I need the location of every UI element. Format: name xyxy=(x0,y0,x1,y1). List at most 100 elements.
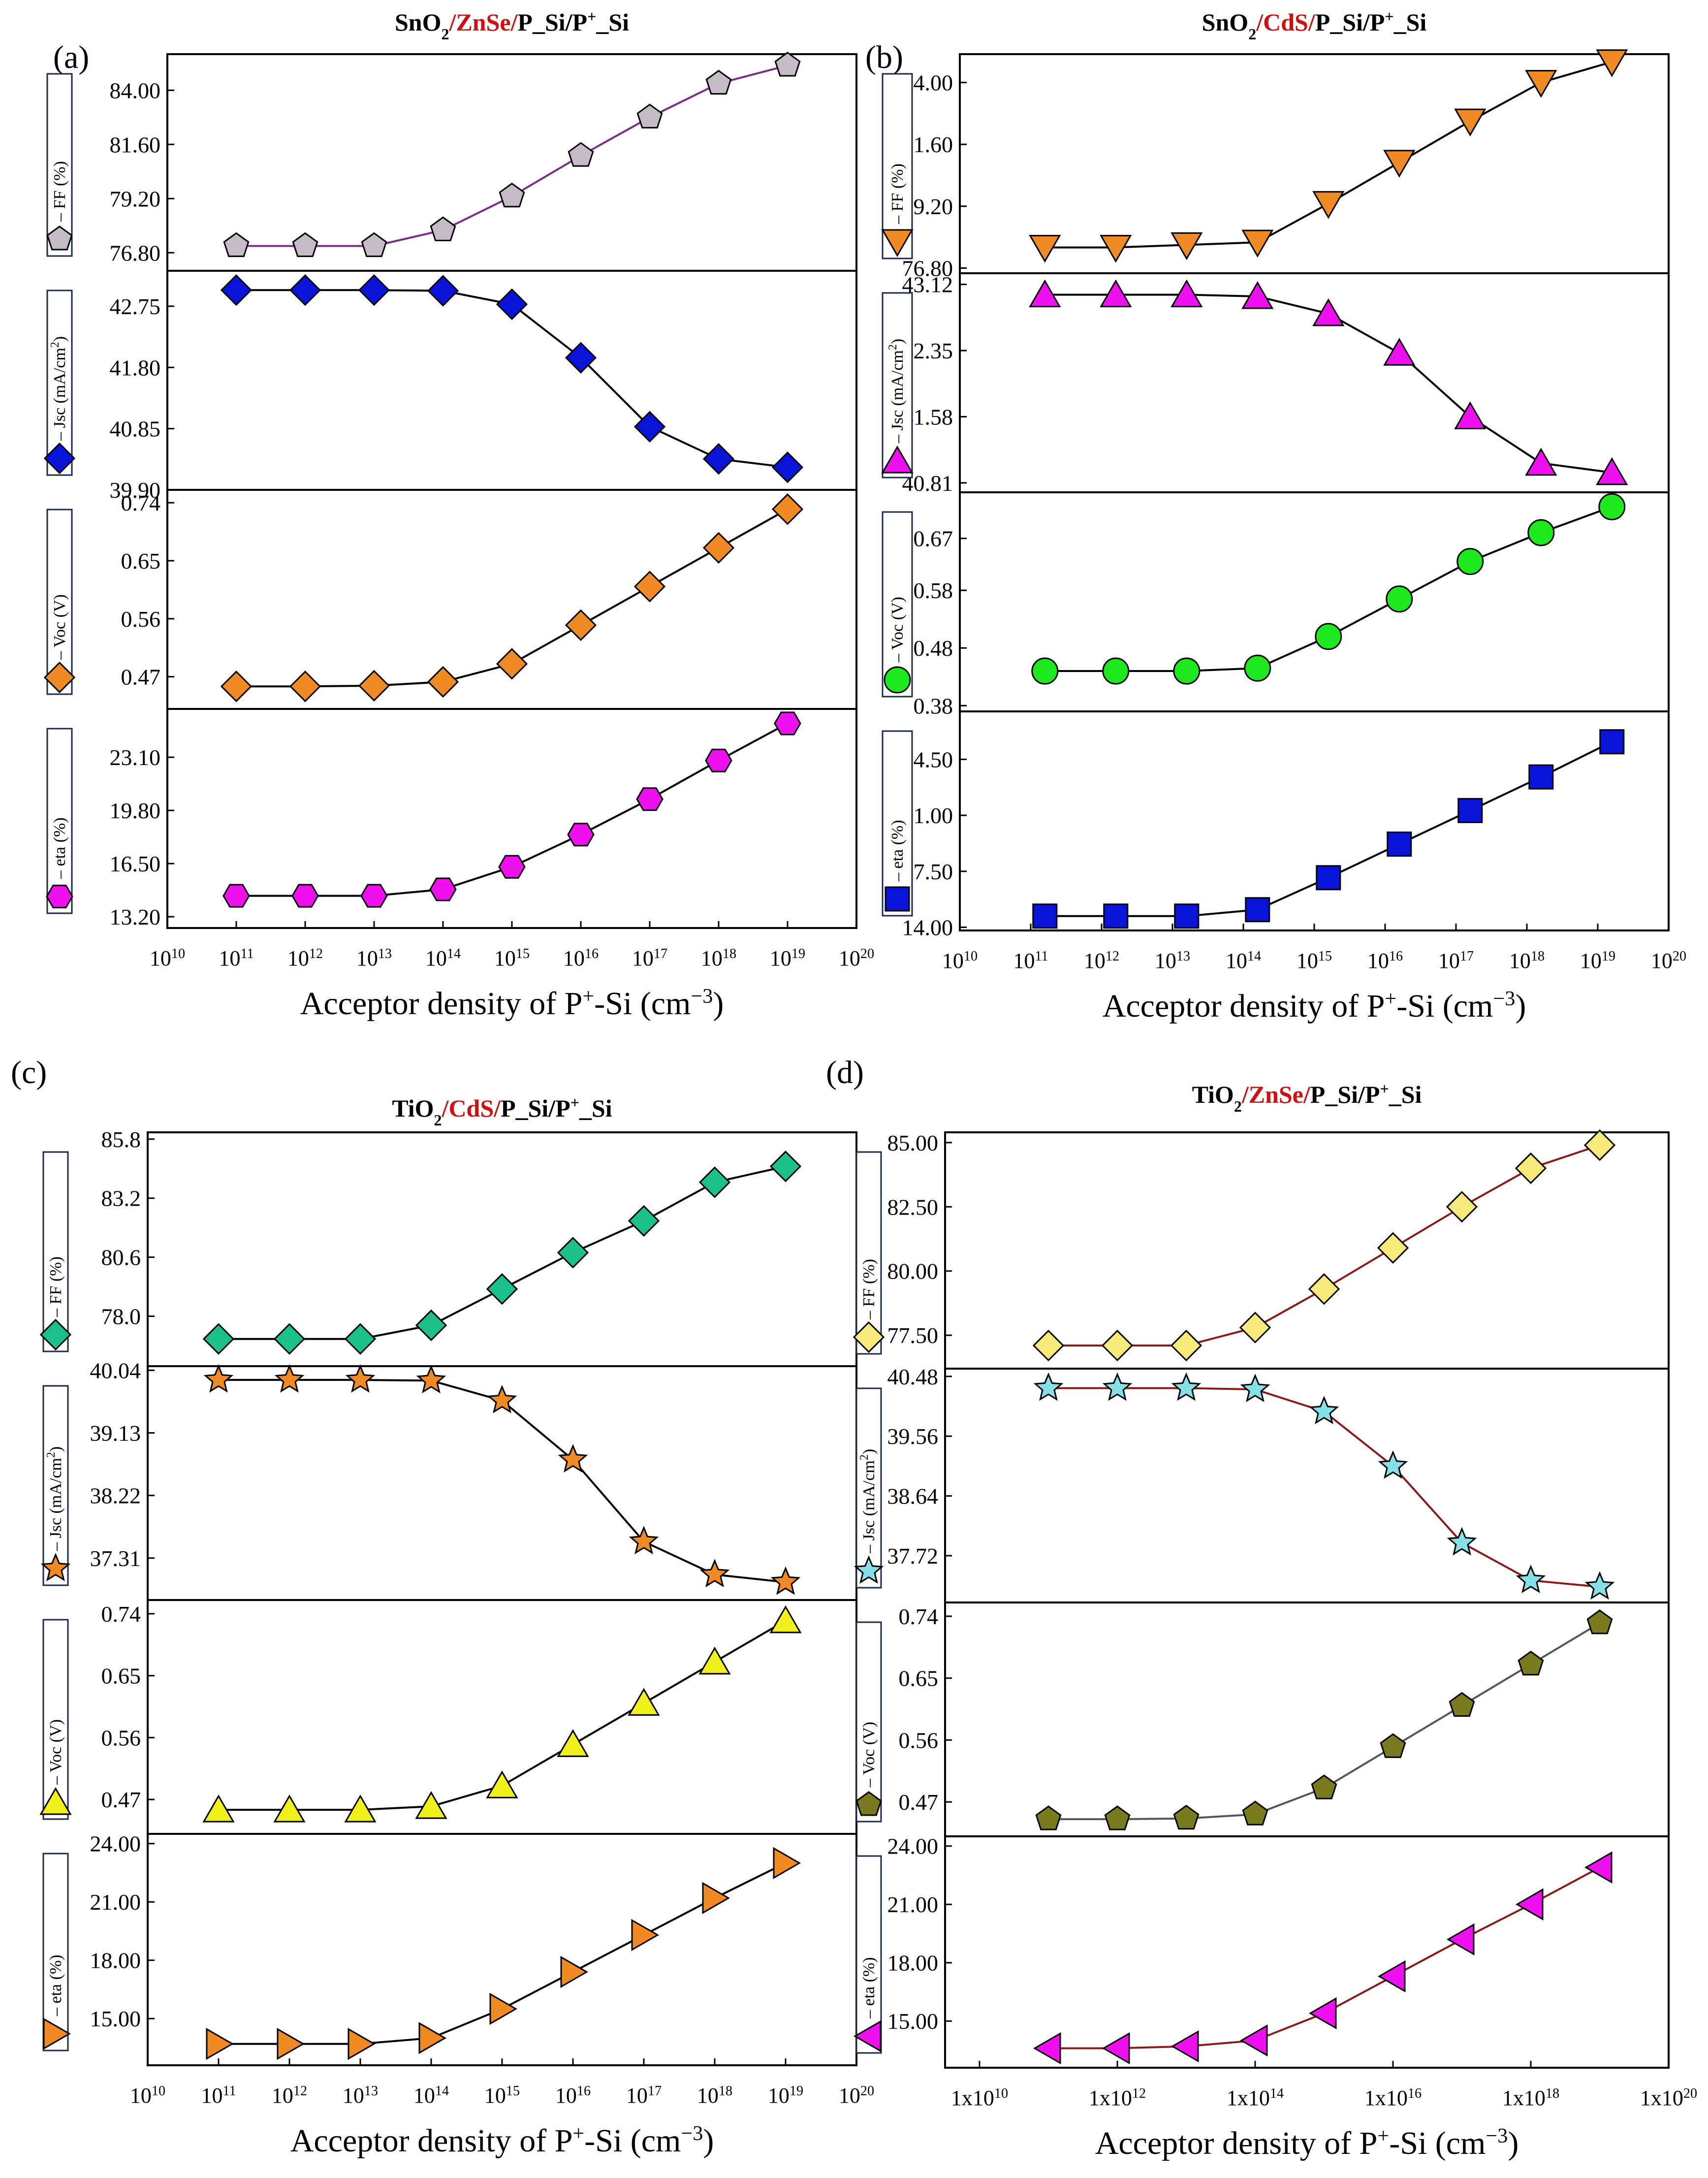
y-tick-label: 21.00 xyxy=(887,1892,939,1917)
legend-marker xyxy=(46,225,73,251)
x-tick-label: 1011 xyxy=(219,946,253,971)
data-point xyxy=(769,1605,802,1634)
chart-title: TiO2/ZnSe/P_Si/P+_Si xyxy=(1192,1080,1422,1115)
legend-marker xyxy=(43,2018,71,2050)
y-tick-label: 41.80 xyxy=(110,355,161,380)
y-tick-label: 0.56 xyxy=(121,607,161,632)
data-point xyxy=(1029,235,1061,263)
data-point xyxy=(568,142,594,167)
data-point xyxy=(774,711,801,736)
plot-frame xyxy=(944,1368,1670,1603)
x-tick-label: 1012 xyxy=(272,2083,307,2108)
data-point xyxy=(699,1559,730,1588)
data-point xyxy=(274,1364,305,1393)
legend-marker xyxy=(884,666,911,694)
legend-ff: – FF (%) xyxy=(853,1151,885,1355)
x-tick-label: 1012 xyxy=(1084,949,1119,973)
legend-label: – Jsc (mA/cm2) xyxy=(858,1449,878,1554)
panel-a: (a) SnO2/ZnSe/P_Si/P+_Si 76.80 79.20 81.60 84… xyxy=(43,7,874,1022)
data-point xyxy=(223,232,250,257)
x-tick-label: 1016 xyxy=(563,946,599,971)
plot-frame xyxy=(166,53,857,272)
data-point xyxy=(1446,1923,1475,1955)
data-point xyxy=(1170,2030,1199,2063)
data-point xyxy=(1584,1851,1613,1884)
data-point xyxy=(273,1794,306,1823)
plot-frame xyxy=(944,1835,1670,2069)
data-point xyxy=(1032,1329,1065,1362)
data-point xyxy=(1316,865,1341,891)
panel-label: (a) xyxy=(53,39,89,75)
data-point xyxy=(1386,585,1413,613)
data-point xyxy=(499,182,525,208)
data-point xyxy=(771,451,804,483)
subplot-eta: 13.20 16.50 19.80 23.10 – eta (%) xyxy=(46,708,857,929)
x-tick-label: 1015 xyxy=(484,2083,520,2108)
x-tick-label: 1016 xyxy=(555,2083,591,2108)
subplot-jsc: 39.90 40.85 41.80 42.75 – Jsc (mA/cm2) xyxy=(43,270,857,503)
x-tick-label: 1016 xyxy=(1367,949,1403,973)
x-tick-label: 1018 xyxy=(701,946,736,971)
data-point xyxy=(1312,191,1345,219)
chart-title: SnO2/CdS/P_Si/P+_Si xyxy=(1202,7,1427,43)
x-axis-label: Acceptor density of P+-Si (cm−3) xyxy=(290,2122,714,2159)
x-tick-label: 1x1016 xyxy=(1364,2086,1422,2111)
legend-label: – Voc (V) xyxy=(47,1719,65,1785)
data-point xyxy=(1518,1650,1544,1676)
data-point xyxy=(567,823,595,847)
data-point xyxy=(202,1794,235,1823)
x-tick-label: 1012 xyxy=(287,946,323,971)
data-point xyxy=(560,1955,589,1988)
data-point xyxy=(1528,764,1554,790)
legend-label: – FF (%) xyxy=(860,1259,878,1320)
x-tick-label: 1013 xyxy=(343,2083,378,2108)
data-point xyxy=(1170,1329,1202,1362)
x-tick-label: 1018 xyxy=(697,2083,732,2108)
x-tick-label: 1013 xyxy=(1155,949,1190,973)
series-line xyxy=(1048,1144,1600,1346)
data-point xyxy=(1525,448,1557,476)
x-tick-label: 1017 xyxy=(626,2083,662,2108)
y-tick-label: 18.00 xyxy=(90,1948,141,1973)
y-tick-label: 82.50 xyxy=(887,1194,939,1219)
data-point xyxy=(1033,1372,1064,1401)
data-point xyxy=(1378,1450,1408,1479)
y-tick-label: 38.64 xyxy=(887,1484,939,1509)
y-tick-label: 78.0 xyxy=(101,1304,141,1329)
legend-marker xyxy=(40,1553,71,1581)
panel-b: (b) SnO2/CdS/P_Si/P+_Si 76.8079.2081.6084.… xyxy=(865,7,1686,1024)
legend-box xyxy=(42,1853,69,2051)
data-point xyxy=(418,2022,447,2054)
y-tick-label: 85.00 xyxy=(887,1130,939,1155)
x-tick-label: 1010 xyxy=(150,946,185,971)
x-tick-label: 1018 xyxy=(1509,949,1545,973)
y-tick-label: 0.48 xyxy=(914,636,953,661)
data-point xyxy=(1598,493,1626,520)
x-tick-label: 1019 xyxy=(770,946,805,971)
y-tick-label: 38.22 xyxy=(90,1483,141,1508)
legend-marker xyxy=(853,1321,885,1353)
x-tick-label: 1019 xyxy=(768,2083,803,2108)
series-line xyxy=(1044,61,1613,249)
data-point xyxy=(1100,235,1132,263)
plot-frame xyxy=(959,272,1670,493)
data-point xyxy=(1515,1152,1547,1185)
data-point xyxy=(1596,457,1628,485)
data-point xyxy=(1308,1997,1337,2030)
x-tick-label: 1020 xyxy=(1651,949,1686,973)
data-point xyxy=(1525,70,1557,98)
data-point xyxy=(486,1770,518,1798)
x-tick-label: 1014 xyxy=(1226,949,1261,973)
y-tick-label: 77.50 xyxy=(887,1323,939,1348)
y-tick-label: 37.72 xyxy=(887,1543,939,1569)
data-point xyxy=(487,1384,517,1413)
data-point xyxy=(702,443,735,475)
y-tick-label: 15.00 xyxy=(90,2006,141,2031)
data-point xyxy=(565,609,597,641)
x-tick-label: 1019 xyxy=(1580,949,1615,973)
subplot-voc: 0.47 0.56 0.65 0.74 – Voc (V) xyxy=(43,489,857,710)
x-tick-label: 1017 xyxy=(632,946,667,971)
data-point xyxy=(1100,279,1132,308)
legend-jsc: – Jsc (mA/cm2) xyxy=(881,292,914,479)
data-point xyxy=(1033,2032,1061,2065)
